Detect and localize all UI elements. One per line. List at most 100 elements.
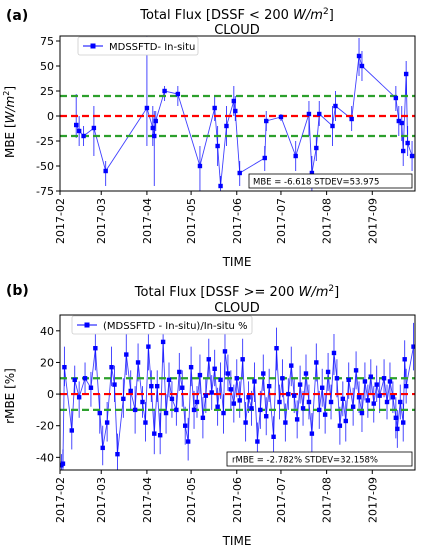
x-tick-label-b: 2017-02 — [54, 477, 67, 523]
data-point-b — [97, 410, 102, 416]
data-point-b — [155, 383, 160, 389]
data-point-a — [237, 170, 242, 176]
data-point-a — [306, 111, 312, 117]
data-point-b — [143, 420, 148, 425]
data-point-b — [124, 352, 129, 357]
data-point-a — [405, 140, 410, 146]
stats-box-a: MBE = -6.618 STDEV=53.975 — [248, 173, 413, 189]
data-point-a — [399, 120, 404, 126]
data-point-b — [365, 398, 371, 403]
data-point-a — [91, 125, 97, 131]
data-point-b — [177, 369, 182, 375]
data-point-b — [331, 350, 337, 356]
x-axis-label-a: TIME — [222, 255, 252, 269]
data-point-b — [317, 407, 322, 413]
chart-title-a-prefix: Total Flux [DSSF < 200 — [139, 8, 293, 23]
data-point-b — [218, 377, 223, 383]
data-point-b — [206, 357, 211, 362]
chart-title-b-suffix: ] — [334, 285, 339, 300]
y-axis-label-a-unit: W/m — [3, 96, 17, 124]
data-point-b — [350, 404, 356, 409]
data-point-b — [381, 376, 387, 381]
data-point-b — [374, 382, 379, 387]
stats-box-b-frame — [226, 451, 413, 467]
legend-b: (MDSSFTD - In-situ)/In-situ % — [71, 315, 253, 335]
data-point-b — [401, 420, 406, 425]
chart-title-a-suffix: ] — [329, 8, 334, 23]
data-point-b — [328, 399, 334, 405]
data-point-b — [346, 377, 351, 383]
data-point-b — [174, 407, 179, 413]
data-point-a — [333, 103, 338, 109]
data-point-b — [377, 393, 382, 398]
data-point-b — [249, 406, 254, 411]
data-point-a — [81, 133, 86, 139]
panel-label-a: (a) — [6, 8, 28, 24]
data-point-b — [146, 344, 151, 349]
data-point-b — [104, 420, 110, 425]
legend-box-a — [77, 36, 199, 56]
data-point-a — [231, 98, 237, 104]
x-tick-label-a: 2017-05 — [185, 198, 198, 244]
data-point-a — [314, 145, 319, 151]
data-point-a — [215, 143, 220, 149]
data-point-b — [240, 357, 245, 362]
stats-box-b: rMBE = -2.782% STDEV=32.158% — [226, 451, 413, 467]
data-point-b — [128, 388, 133, 394]
data-point-b — [274, 346, 279, 351]
y-tick-label-b: -20 — [36, 420, 54, 433]
y-tick-label-b: 0 — [47, 388, 54, 401]
y-tick-label-a: -50 — [36, 160, 54, 173]
y-tick-label-a: 25 — [40, 85, 54, 98]
plot-frame-b — [59, 314, 416, 471]
plot-marks-b — [60, 322, 415, 470]
x-tick-label-b: 2017-05 — [185, 477, 198, 523]
data-point-a — [330, 123, 335, 129]
data-point-b — [322, 412, 328, 417]
data-point-b — [337, 423, 343, 428]
data-point-b — [121, 396, 126, 402]
chart-subtitle-b: CLOUD — [214, 301, 260, 316]
legend-a: MDSSFTD- In-situ — [77, 36, 199, 56]
data-point-b — [200, 415, 206, 421]
x-tick-label-b: 2017-03 — [95, 477, 108, 523]
data-point-b — [303, 371, 309, 376]
stats-box-a-frame — [248, 173, 413, 189]
data-point-a — [293, 153, 298, 159]
x-tick-label-b: 2017-06 — [231, 477, 244, 523]
data-point-b — [212, 366, 217, 371]
data-point-b — [183, 423, 188, 428]
data-point-a — [175, 91, 181, 97]
y-tick-label-a: 50 — [40, 60, 54, 73]
data-point-b — [325, 369, 331, 375]
x-tick-label-a: 2017-07 — [275, 198, 288, 244]
data-point-b — [76, 395, 82, 400]
data-point-b — [166, 377, 172, 383]
data-point-b — [306, 399, 312, 405]
data-point-b — [255, 439, 260, 444]
x-tick-label-a: 2017-09 — [366, 198, 379, 244]
plot-marks-a — [60, 36, 415, 191]
data-point-b — [264, 414, 269, 419]
data-point-a — [409, 153, 415, 159]
data-point-b — [371, 401, 376, 406]
data-point-b — [185, 439, 191, 444]
data-point-a — [317, 111, 322, 117]
panel-b: (b) Total Flux [DSSF >= 200 W/m2] CLOUD … — [3, 283, 416, 548]
y-tick-label-a: 0 — [47, 110, 54, 123]
data-point-b — [93, 346, 98, 351]
y-axis-label-b: rMBE [%] — [3, 368, 17, 424]
data-point-a — [359, 63, 365, 69]
x-tick-label-b: 2017-08 — [321, 477, 334, 523]
data-point-b — [197, 372, 203, 378]
data-point-b — [277, 399, 282, 405]
data-point-b — [314, 360, 319, 365]
data-point-b — [203, 393, 209, 398]
data-point-a — [356, 53, 362, 59]
data-point-a — [393, 95, 399, 101]
data-point-b — [356, 395, 362, 400]
data-point-b — [266, 383, 272, 389]
y-tick-label-a: -25 — [36, 135, 54, 148]
data-point-b — [191, 407, 197, 413]
